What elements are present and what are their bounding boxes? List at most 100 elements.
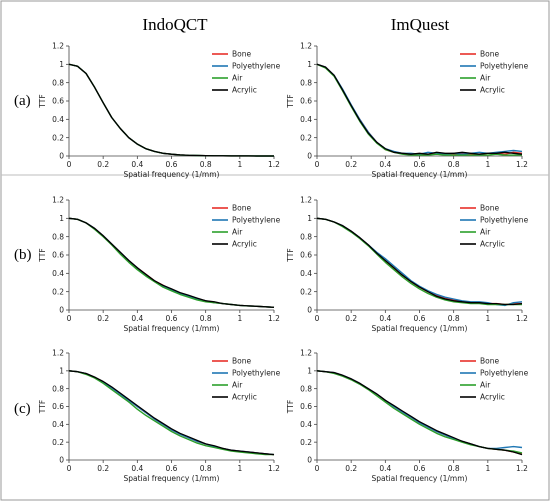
x-tick-label: 0.4 (379, 160, 391, 169)
legend-label: Air (232, 228, 243, 237)
y-tick-label: 0 (307, 306, 312, 315)
x-axis-label: Spatial frequency (1/mm) (124, 474, 220, 483)
x-tick-label: 0.2 (345, 464, 357, 473)
y-tick-label: 0 (59, 152, 64, 161)
x-tick-label: 0.8 (448, 314, 460, 323)
y-tick-label: 1 (307, 366, 312, 375)
legend-label: Bone (480, 50, 499, 59)
x-axis-label: Spatial frequency (1/mm) (372, 474, 468, 483)
row-label-b: (b) (14, 247, 32, 263)
x-tick-label: 0 (67, 314, 72, 323)
y-tick-label: 0.4 (52, 115, 64, 124)
x-tick-label: 0.2 (97, 314, 109, 323)
y-tick-label: 0.2 (300, 287, 312, 296)
x-tick-label: 1.2 (516, 464, 528, 473)
y-tick-label: 0.4 (300, 269, 312, 278)
x-tick-label: 0.8 (448, 464, 460, 473)
x-tick-label: 1.2 (268, 160, 280, 169)
x-tick-label: 0.6 (414, 314, 426, 323)
x-tick-label: 0.6 (166, 314, 178, 323)
y-tick-label: 0.8 (300, 232, 312, 241)
y-axis-label: TTF (286, 248, 295, 262)
legend-label: Acrylic (480, 86, 505, 95)
y-tick-label: 0.6 (52, 251, 64, 260)
ttf-panel: 0 0.2 0.4 0.6 0.8 1 1.2 0 0.2 0.4 0.6 0.8 1 1.2 Spatia… (286, 196, 529, 333)
legend-label: Bone (232, 204, 251, 213)
legend-label: Acrylic (232, 240, 257, 249)
y-tick-label: 0.4 (300, 420, 312, 429)
y-tick-label: 1.2 (52, 196, 64, 205)
x-tick-label: 1 (485, 464, 490, 473)
legend-label: Bone (232, 357, 251, 366)
x-tick-label: 1.2 (516, 314, 528, 323)
legend-label: Polyethylene (480, 369, 529, 378)
series-line-acrylic (316, 217, 523, 306)
series-line-air (316, 217, 522, 306)
x-tick-label: 0.6 (414, 464, 426, 473)
x-tick-label: 0.2 (97, 464, 109, 473)
y-axis-label: TTF (38, 400, 47, 414)
x-axis-label: Spatial frequency (1/mm) (372, 324, 468, 333)
x-tick-label: 0.6 (166, 464, 178, 473)
x-tick-label: 0.2 (345, 160, 357, 169)
legend-label: Polyethylene (480, 62, 529, 71)
legend-label: Acrylic (232, 393, 257, 402)
y-tick-label: 1.2 (300, 42, 312, 51)
legend-label: Air (480, 228, 491, 237)
y-tick-label: 0.8 (52, 78, 64, 87)
y-axis-label: TTF (286, 94, 295, 108)
x-tick-label: 1 (485, 314, 490, 323)
ttf-panel: 0 0.2 0.4 0.6 0.8 1 1.2 0 0.2 0.4 0.6 0.8 1 1.2 Spatia… (286, 42, 529, 179)
x-tick-label: 0 (67, 160, 72, 169)
x-tick-label: 0.4 (379, 314, 391, 323)
series-line-acrylic (316, 63, 523, 155)
column-title-imquest: ImQuest (391, 15, 450, 34)
legend-label: Air (480, 381, 491, 390)
ttf-panel: 0 0.2 0.4 0.6 0.8 1 1.2 0 0.2 0.4 0.6 0.8 1 1.2 Spatia… (38, 349, 281, 483)
y-tick-label: 0.6 (300, 402, 312, 411)
legend-label: Bone (480, 204, 499, 213)
y-tick-label: 0.4 (52, 420, 64, 429)
legend-label: Polyethylene (480, 216, 529, 225)
y-tick-label: 0.6 (300, 251, 312, 260)
x-tick-label: 1.2 (516, 160, 528, 169)
y-axis-label: TTF (38, 94, 47, 108)
x-tick-label: 0.8 (200, 464, 212, 473)
panels: 0 0.2 0.4 0.6 0.8 1 1.2 0 0.2 0.4 0.6 0.8 1 1.2 Spatia… (38, 42, 529, 483)
y-tick-label: 0.8 (300, 78, 312, 87)
x-tick-label: 0 (315, 314, 320, 323)
y-tick-label: 0.6 (300, 97, 312, 106)
x-axis-label: Spatial frequency (1/mm) (124, 170, 220, 179)
y-tick-label: 0.2 (52, 133, 64, 142)
y-tick-label: 0.4 (300, 115, 312, 124)
y-tick-label: 1 (59, 366, 64, 375)
series-line-acrylic (68, 63, 274, 157)
legend-label: Air (480, 74, 491, 83)
y-tick-label: 0.4 (52, 269, 64, 278)
y-tick-label: 0.8 (300, 384, 312, 393)
y-tick-label: 0 (307, 152, 312, 161)
column-title-indoqct: IndoQCT (142, 15, 208, 34)
y-tick-label: 0.2 (300, 133, 312, 142)
x-tick-label: 0.2 (345, 314, 357, 323)
x-tick-label: 0 (315, 464, 320, 473)
legend-label: Acrylic (232, 86, 257, 95)
x-tick-label: 1 (237, 160, 242, 169)
y-tick-label: 1.2 (300, 349, 312, 358)
y-tick-label: 0.6 (52, 402, 64, 411)
legend-label: Acrylic (480, 240, 505, 249)
x-tick-label: 0.6 (166, 160, 178, 169)
y-tick-label: 0.6 (52, 97, 64, 106)
y-tick-label: 0 (59, 456, 64, 465)
y-axis-label: TTF (38, 248, 47, 262)
y-tick-label: 1.2 (300, 196, 312, 205)
y-tick-label: 1 (59, 214, 64, 223)
ttf-panel: 0 0.2 0.4 0.6 0.8 1 1.2 0 0.2 0.4 0.6 0.8 1 1.2 Spatia… (38, 196, 281, 333)
legend-label: Acrylic (480, 393, 505, 402)
x-tick-label: 1.2 (268, 464, 280, 473)
y-tick-label: 1.2 (52, 42, 64, 51)
legend-label: Bone (480, 357, 499, 366)
x-tick-label: 0.4 (131, 314, 143, 323)
